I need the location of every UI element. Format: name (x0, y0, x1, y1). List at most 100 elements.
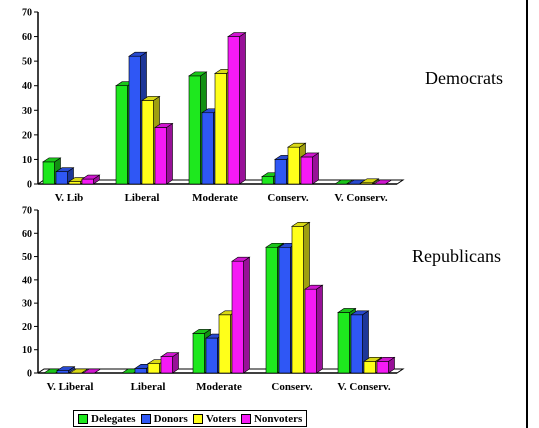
panel2-y-tick-label: 20 (22, 322, 32, 333)
bar-top-face (337, 308, 357, 313)
bar-side-face (239, 32, 246, 185)
bar-top-face (128, 51, 148, 57)
legend-label-nonvoters: Nonvoters (253, 412, 303, 425)
bar-front-face (214, 73, 227, 185)
panel2-x-tick-label-moderate: Moderate (196, 381, 242, 393)
bar-top-face (82, 368, 102, 374)
panel1-bar-v-lib-nonvoters (81, 174, 101, 185)
legend-item-donors: Donors (140, 412, 188, 425)
panel1-x-tick-label-moderate: Moderate (192, 192, 238, 204)
bar-top-face (363, 357, 383, 362)
bar-top-face (291, 222, 311, 227)
legend-swatch-voters (192, 413, 203, 424)
bar-top-face (81, 174, 101, 180)
legend-swatch-nonvoters (240, 413, 251, 424)
panel2-bar-v-conserv-nonvoters (376, 356, 396, 374)
republicans-panel-label: Republicans (412, 246, 501, 266)
panel1-bar-v-conserv-delegates (334, 179, 354, 185)
bar-top-face (304, 284, 324, 290)
legend-label-delegates: Delegates (91, 412, 136, 425)
bar-front-face (363, 361, 376, 374)
bar-top-face (265, 242, 285, 248)
panel1-y-tick-label: 40 (22, 81, 32, 92)
bar-front-face (231, 260, 244, 374)
bar-top-face (300, 152, 320, 158)
panel1-x-tick-label-conserv: Conserv. (267, 192, 309, 204)
bar-top-face (373, 179, 393, 185)
panel1-y-tick-label: 50 (22, 57, 32, 68)
legend-item-voters: Voters (192, 412, 236, 425)
bar-front-face (227, 36, 240, 185)
bar-front-face (265, 246, 278, 374)
bar-top-face (350, 310, 370, 316)
bar-front-face (261, 176, 274, 185)
bar-front-face (188, 75, 201, 185)
panel1-bar-moderate-nonvoters (227, 32, 247, 185)
bar-front-face (42, 161, 55, 185)
bar-top-face (376, 357, 396, 362)
panel2-bar-v-liberal-voters (69, 368, 89, 374)
panel1-bar-conserv-nonvoters (300, 152, 320, 185)
panel2-bar-liberal-nonvoters (160, 352, 180, 374)
panel1-y-tick-label: 20 (22, 130, 32, 141)
bar-front-face (376, 361, 389, 374)
panel1-x-tick-label-v-lib: V. Lib (55, 192, 84, 204)
bar-front-face (192, 333, 205, 374)
bar-front-face (278, 246, 291, 374)
bar-front-face (291, 226, 304, 374)
panel2-x-tick-label-liberal: Liberal (131, 381, 166, 393)
panel2-y-tick-label: 30 (22, 299, 32, 310)
panel2-y-tick-label: 50 (22, 252, 32, 263)
bar-front-face (304, 288, 317, 374)
bar-front-face (337, 312, 350, 374)
legend-swatch-donors (140, 413, 151, 424)
panel2-bar-v-liberal-donors (56, 366, 76, 374)
panel2-x-tick-label-conserv: Conserv. (271, 381, 313, 393)
bar-top-face (160, 352, 180, 358)
panel1-y-tick-label: 0 (27, 180, 32, 191)
bar-front-face (154, 127, 167, 185)
panel1-y-tick-label: 30 (22, 106, 32, 117)
panel1-plot: 0 10 20 30 40 50 60 70 V. Lib Liberal Moderate Cons… (22, 8, 405, 204)
bar-top-face (141, 96, 161, 101)
democrats-panel-label: Democrats (425, 68, 503, 88)
bar-front-face (274, 159, 287, 185)
bar-side-face (312, 152, 319, 185)
right-divider (526, 0, 528, 428)
bar-top-face (188, 71, 208, 77)
legend-label-voters: Voters (205, 412, 236, 425)
legend-label-donors: Donors (153, 412, 188, 425)
legend-item-nonvoters: Nonvoters (240, 412, 303, 425)
bar-front-face (141, 100, 154, 185)
panel2-bar-v-conserv-donors (350, 310, 370, 374)
bar-top-face (69, 368, 89, 374)
bar-front-face (55, 171, 68, 185)
legend: Delegates Donors Voters Nonvoters (73, 410, 308, 427)
bar-front-face (56, 370, 69, 374)
bar-front-face (350, 314, 363, 374)
panel2-bar-conserv-nonvoters (304, 284, 324, 374)
panel1-x-tick-label-liberal: Liberal (125, 192, 160, 204)
panel2-y-tick-label: 70 (22, 206, 32, 217)
panel1-bar-v-conserv-voters (360, 178, 380, 185)
bar-front-face (300, 156, 313, 185)
legend-item-delegates: Delegates (78, 413, 136, 425)
panel2-bar-v-liberal-nonvoters (82, 368, 102, 374)
bar-front-face (68, 181, 81, 185)
legend-swatch-delegates (78, 413, 88, 424)
bar-front-face (81, 178, 94, 185)
bar-top-face (334, 179, 354, 185)
panel1-bar-v-conserv-nonvoters (373, 179, 393, 185)
bar-front-face (134, 368, 147, 374)
panel2-y-tick-label: 40 (22, 275, 32, 286)
bar-side-face (243, 256, 250, 374)
bar-top-face (287, 142, 307, 148)
panel2-x-tick-label-v-conserv: V. Conserv. (337, 381, 391, 393)
bar-front-face (128, 55, 141, 185)
bar-front-face (201, 112, 214, 185)
panel2-y-tick-label: 60 (22, 229, 32, 240)
bar-top-face (56, 366, 76, 371)
bar-side-face (316, 284, 323, 374)
bar-top-face (192, 329, 212, 334)
